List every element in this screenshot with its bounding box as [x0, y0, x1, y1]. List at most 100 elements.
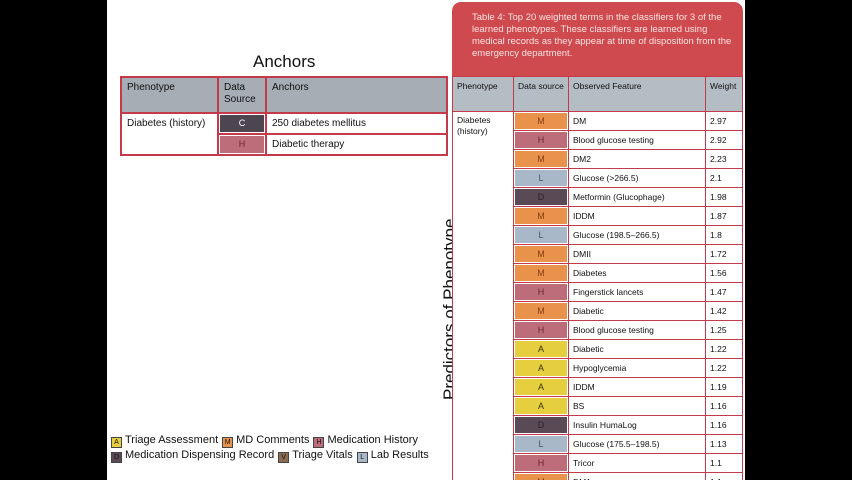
- legend-swatch: A: [111, 437, 122, 448]
- legend-item: M MD Comments: [222, 433, 309, 448]
- weight-cell: 1.25: [705, 320, 743, 340]
- source-badge: M: [515, 246, 567, 262]
- predictor-row: MDM11.1: [453, 472, 743, 480]
- header-phenotype: Phenotype: [120, 76, 219, 114]
- anchors-table: Phenotype Data Source Anchors Diabetes (…: [120, 76, 448, 156]
- predictor-row: A Hypoglycemia 1.22: [453, 358, 743, 378]
- legend-item: D Medication Dispensing Record: [111, 448, 274, 463]
- anchor-cell: 250 diabetes mellitus: [265, 112, 448, 135]
- source-cell: H: [217, 133, 267, 156]
- weight-cell: 1.56: [705, 263, 743, 283]
- weight-cell: 1.42: [705, 301, 743, 321]
- weight-cell: 1.13: [705, 434, 743, 454]
- source-cell: D: [513, 415, 569, 435]
- source-cell: H: [513, 130, 569, 150]
- legend-label: Lab Results: [370, 449, 429, 461]
- legend-row: A Triage Assessment M MD Comments H Medicatio…: [111, 433, 433, 448]
- weight-cell: 1.16: [705, 396, 743, 416]
- legend-row: D Medication Dispensing Record V Triage Vit…: [111, 448, 433, 463]
- header-data-source: Data source: [513, 76, 569, 112]
- source-badge: H: [220, 136, 264, 153]
- weight-cell: 1.98: [705, 187, 743, 207]
- feature-cell: Blood glucose testing: [568, 320, 706, 340]
- header-weight: Weight: [705, 76, 743, 112]
- legend-item: L Lab Results: [356, 448, 429, 463]
- source-cell: C: [217, 112, 267, 135]
- source-badge: L: [515, 170, 567, 186]
- legend-label: MD Comments: [236, 434, 310, 446]
- predictor-row: A Diabetic 1.22: [453, 339, 743, 359]
- source-cell: M: [513, 472, 569, 480]
- weight-cell: 2.1: [705, 168, 743, 188]
- predictor-row: M Diabetes 1.56: [453, 263, 743, 283]
- anchor-row: Diabetes (history) C 250 diabetes mellitus: [120, 112, 448, 156]
- source-badge: D: [515, 189, 567, 205]
- feature-cell: IDDM: [568, 206, 706, 226]
- weight-cell: 1.1: [705, 453, 743, 473]
- anchors-body: Diabetes (history) C 250 diabetes mellitus…: [120, 112, 448, 156]
- header-anchors: Anchors: [265, 76, 448, 114]
- feature-cell: Diabetes: [568, 263, 706, 283]
- source-badge: A: [515, 398, 567, 414]
- predictor-row: H Fingerstick lancets 1.47: [453, 282, 743, 302]
- table-caption: Table 4: Top 20 weighted terms in the cl…: [472, 12, 732, 59]
- predictors-panel: Table 4: Top 20 weighted terms in the cl…: [452, 2, 743, 480]
- source-cell: H: [513, 320, 569, 340]
- predictor-row: Diabetes (history) M DM 2.97: [452, 111, 743, 480]
- source-badge: M: [515, 113, 567, 129]
- weight-cell: 1.87: [705, 206, 743, 226]
- source-badge: C: [220, 115, 264, 132]
- feature-cell: Glucose (198.5–266.5): [568, 225, 706, 245]
- source-badge: L: [515, 227, 567, 243]
- source-badge: A: [515, 379, 567, 395]
- feature-cell: DM2: [568, 149, 706, 169]
- feature-cell: DM1: [568, 472, 706, 480]
- weight-cell: 1.72: [705, 244, 743, 264]
- feature-cell: Glucose (>266.5): [568, 168, 706, 188]
- legend-item: H Medication History: [313, 433, 418, 448]
- feature-cell: DM: [568, 111, 706, 131]
- legend-swatch: H: [313, 437, 325, 448]
- source-badge: A: [515, 341, 567, 357]
- predictor-row: D Metformin (Glucophage) 1.98: [453, 187, 743, 207]
- predictors-header-row: Phenotype Data source Observed Feature W…: [452, 76, 743, 112]
- header-phenotype: Phenotype: [452, 76, 514, 112]
- predictor-row: L Glucose (198.5–266.5) 1.8: [453, 225, 743, 245]
- source-cell: A: [513, 339, 569, 359]
- feature-cell: Fingerstick lancets: [568, 282, 706, 302]
- feature-cell: Diabetic: [568, 301, 706, 321]
- weight-cell: 1.1: [705, 472, 743, 480]
- source-cell: H: [513, 453, 569, 473]
- legend-swatch: V: [278, 452, 290, 463]
- feature-cell: Glucose (175.5–198.5): [568, 434, 706, 454]
- predictors-table: Phenotype Data source Observed Feature W…: [452, 76, 743, 480]
- feature-cell: DMII: [568, 244, 706, 264]
- weight-cell: 1.22: [705, 339, 743, 359]
- weight-cell: 2.97: [705, 111, 743, 131]
- source-cell: H: [513, 282, 569, 302]
- source-cell: M: [513, 206, 569, 226]
- weight-cell: 1.47: [705, 282, 743, 302]
- predictor-row: D Insulin HumaLog 1.16: [453, 415, 743, 435]
- phenotype-cell: Diabetes (history): [120, 112, 219, 156]
- anchor-cell: Diabetic therapy: [265, 133, 448, 156]
- source-badge: M: [515, 265, 567, 281]
- anchors-header-row: Phenotype Data Source Anchors: [120, 76, 448, 114]
- source-badge: H: [515, 284, 567, 300]
- predictors-body: Diabetes (history) M DM 2.97 H Blood glucose …: [452, 111, 743, 480]
- slide: Anchors Phenotype Data Source Anchors Di…: [107, 0, 745, 480]
- source-badge: H: [515, 455, 567, 471]
- header-observed-feature: Observed Feature: [568, 76, 706, 112]
- predictor-row: M DM2 2.23: [453, 149, 743, 169]
- source-cell: L: [513, 168, 569, 188]
- header-data-source: Data Source: [217, 76, 267, 114]
- anchor-row: H Diabetic therapy: [121, 133, 448, 156]
- feature-cell: Blood glucose testing: [568, 130, 706, 150]
- weight-cell: 2.23: [705, 149, 743, 169]
- predictor-row: M Diabetic 1.42: [453, 301, 743, 321]
- predictor-row: M DMII 1.72: [453, 244, 743, 264]
- source-badge: L: [515, 436, 567, 452]
- predictor-row: L Glucose (>266.5) 2.1: [453, 168, 743, 188]
- source-cell: M: [513, 111, 569, 131]
- phenotype-cell: Diabetes (history): [452, 111, 514, 480]
